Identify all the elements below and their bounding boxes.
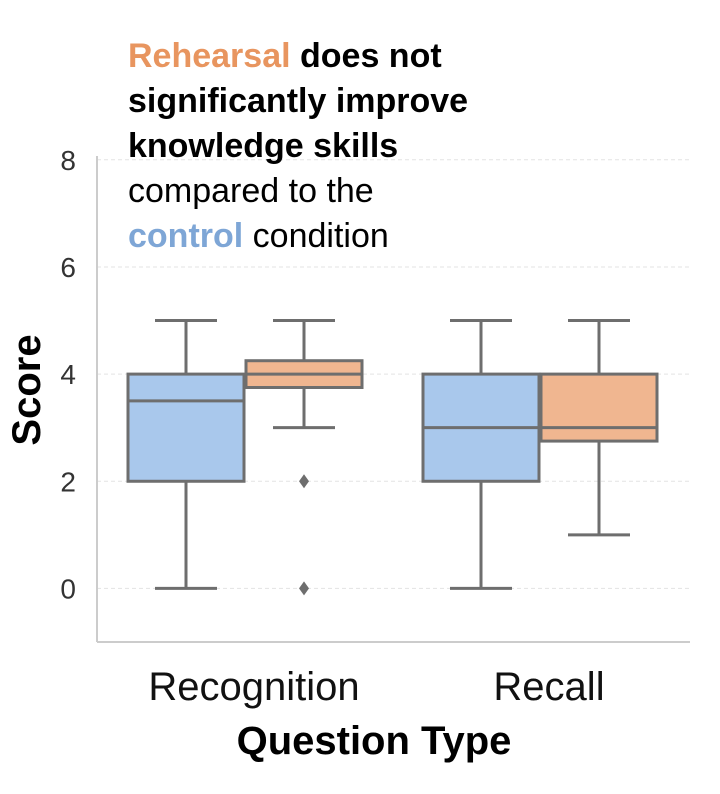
y-tick-labels: 0 2 4 6 8 [60,145,76,605]
annotation-line: compared to the [128,172,374,210]
outlier-point [299,581,309,596]
x-tick-label: Recall [493,665,604,709]
y-tick-label: 6 [60,252,76,283]
y-axis-title: Score [5,334,49,445]
annotation-line: knowledge skills [128,127,398,165]
y-tick-label: 2 [60,466,76,497]
annotation-segment: does not [291,37,442,75]
annotation-segment: knowledge skills [128,127,398,165]
box-iqr [126,372,246,483]
annotation-segment: control [128,217,243,255]
annotation-line: Rehearsal does not [128,37,442,75]
box-iqr [539,372,659,443]
annotation-segment: condition [243,217,389,255]
outlier-point [299,474,309,489]
y-tick-label: 0 [60,573,76,604]
box-control-recall [421,319,541,590]
box-control-recognition [126,319,246,590]
x-axis-title: Question Type [237,719,512,763]
annotation-segment: significantly improve [128,82,468,120]
y-tick-label: 4 [60,359,76,390]
annotation-segment: compared to the [128,172,374,210]
x-tick-labels: Recognition Recall [148,665,604,709]
annotation-line: significantly improve [128,82,468,120]
box-rehearsal-recognition [244,319,364,596]
annotation-text: Rehearsal does not significantly improve k… [128,37,468,255]
annotation-segment: Rehearsal [128,37,291,75]
y-tick-label: 8 [60,145,76,176]
axes [96,156,690,643]
x-tick-label: Recognition [148,665,359,709]
box-rehearsal-recall [539,319,659,537]
annotation-line: control condition [128,217,389,255]
boxes [126,319,659,596]
